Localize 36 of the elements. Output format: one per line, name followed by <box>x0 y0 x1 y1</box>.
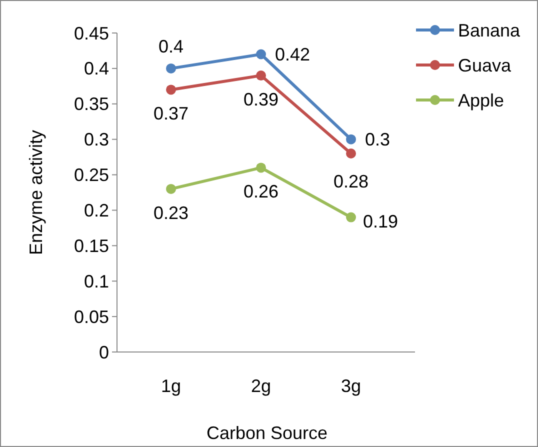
x-tick-label: 3g <box>340 376 362 396</box>
y-tick-label: 0.3 <box>84 130 109 150</box>
legend-label: Guava <box>458 55 512 76</box>
y-tick-label: 0.25 <box>74 165 109 186</box>
point <box>256 70 266 81</box>
data-label: 0.4 <box>158 36 184 56</box>
y-tick-label: 0.1 <box>84 271 109 292</box>
point <box>346 148 356 159</box>
data-label: 0.37 <box>153 104 189 124</box>
point <box>166 184 176 194</box>
y-tick-label: 0 <box>98 342 109 362</box>
y-tick-label: 0.05 <box>74 306 109 327</box>
point <box>166 63 176 74</box>
y-tick-label: 0.2 <box>84 200 109 221</box>
data-label: 0.3 <box>365 129 390 150</box>
x-tick-label: 1g <box>160 376 182 396</box>
point <box>346 212 356 222</box>
legend-label: Banana <box>458 20 522 40</box>
point <box>346 134 356 144</box>
y-tick-label: 0.15 <box>74 236 109 256</box>
point <box>166 84 176 95</box>
data-label: 0.28 <box>333 172 369 192</box>
data-label: 0.19 <box>363 211 398 232</box>
x-axis-title: Carbon Source <box>206 423 328 443</box>
x-tick-label: 2g <box>250 376 272 396</box>
data-label: 0.26 <box>243 182 279 202</box>
data-label: 0.42 <box>275 44 310 64</box>
point <box>256 162 266 173</box>
data-label: 0.23 <box>153 202 189 223</box>
y-axis-title: Enzyme activity <box>26 130 46 256</box>
y-tick-label: 0.45 <box>74 23 109 44</box>
data-label: 0.39 <box>243 90 279 110</box>
legend-label: Apple <box>458 90 504 110</box>
point <box>256 49 266 60</box>
y-tick-label: 0.4 <box>84 58 109 79</box>
y-tick-label: 0.35 <box>74 94 109 114</box>
